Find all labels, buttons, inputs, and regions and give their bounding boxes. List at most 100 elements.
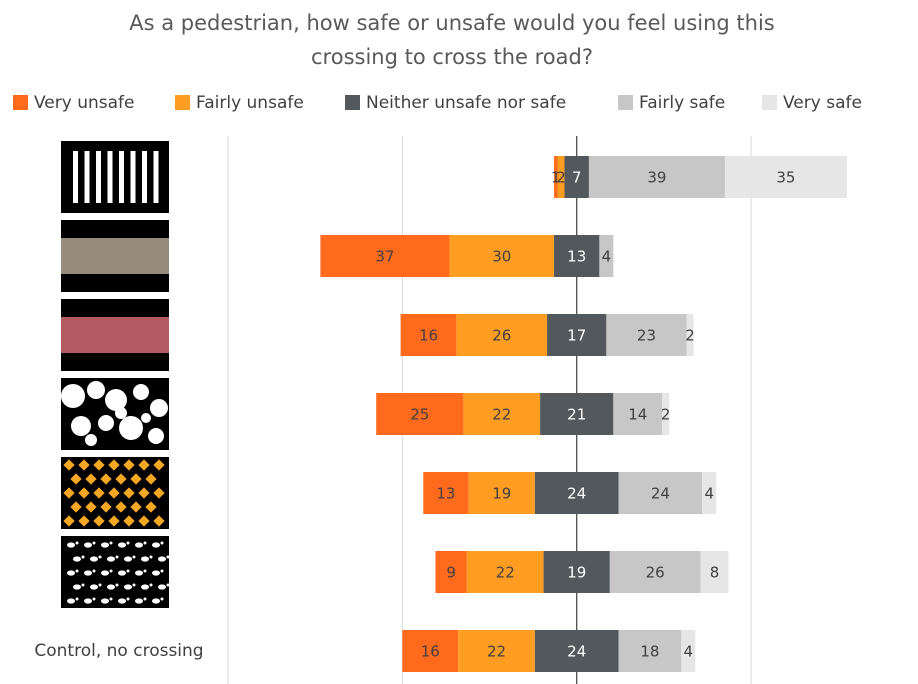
icon-print [141,584,149,589]
icon-stripe [119,151,124,203]
legend-label: Fairly unsafe [196,93,304,113]
value-label: 17 [567,327,586,345]
icon-print [67,598,75,603]
icon-print [99,584,102,587]
value-label: 35 [776,169,795,187]
icon-print [84,570,92,575]
value-label: 23 [637,327,656,345]
icon-stripe [142,151,147,203]
value-label: 18 [640,643,659,661]
icon-blob [61,384,85,408]
icon-blob [150,399,168,417]
icon-print [110,598,113,601]
icon-print [141,556,149,561]
icon-print [73,584,81,589]
icon-print [150,556,153,559]
icon-print [144,570,147,573]
icon-print [90,556,98,561]
icon-print [67,542,75,547]
icon-print [118,542,126,547]
icon-print [161,598,164,601]
icon-band [61,238,169,274]
value-label: 9 [446,564,456,582]
chart: As a pedestrian, how safe or unsafe woul… [0,0,918,684]
icon-print [90,584,98,589]
icon-print [110,570,113,573]
icon-print [101,598,109,603]
crossing-icon [61,220,169,292]
icon-blob [148,428,164,444]
icon-stripe [73,151,78,203]
value-label: 19 [567,564,586,582]
value-label: 13 [567,248,586,266]
value-label: 19 [492,485,511,503]
icon-print [76,598,79,601]
icon-print [158,556,166,561]
icon-print [76,570,79,573]
icon-print [152,570,160,575]
icon-print [67,570,75,575]
icon-print [161,570,164,573]
icon-print [144,598,147,601]
icon-print [124,584,132,589]
crossing-icon [61,536,170,608]
icon-blob [71,416,91,436]
icon-print [135,570,143,575]
value-label: 37 [375,248,394,266]
legend-swatch [618,95,633,110]
icon-print [84,542,92,547]
icon-print [124,556,132,561]
icon-print [93,598,96,601]
icon-stripe [131,151,136,203]
icon-print [107,584,115,589]
icon-band [61,317,169,353]
icon-print [133,556,136,559]
value-label: 26 [492,327,511,345]
value-label: 8 [710,564,720,582]
legend-label: Very safe [783,93,862,113]
legend-swatch [345,95,360,110]
icon-print [167,584,170,587]
value-label: 13 [436,485,455,503]
value-label: 22 [487,643,506,661]
icon-blob [115,407,127,419]
icon-print [101,542,109,547]
icon-print [107,556,115,561]
icon-print [152,598,160,603]
icon-blob [87,381,105,399]
icon-print [150,584,153,587]
crossing-icon [61,457,169,529]
icon-print [93,542,96,545]
legend-label: Very unsafe [34,93,135,113]
icon-stripe [96,151,101,203]
icon-print [76,542,79,545]
value-label: 4 [684,643,694,661]
crossing-icon [61,378,169,450]
value-label: 24 [567,643,586,661]
icon-print [110,542,113,545]
crossing-icon [61,141,169,213]
legend-label: Neither unsafe nor safe [366,93,566,113]
icon-print [152,542,160,547]
icon-print [116,556,119,559]
icon-blob [98,415,114,431]
icon-print [144,542,147,545]
legend-swatch [762,95,777,110]
icon-print [135,598,143,603]
value-label: 30 [492,248,511,266]
value-label: 14 [628,406,647,424]
value-label: 24 [567,485,586,503]
icon-print [158,584,166,589]
icon-print [127,598,130,601]
value-label: 2 [661,406,671,424]
legend-label: Fairly safe [639,93,725,113]
icon-stripe [154,151,159,203]
icon-print [133,584,136,587]
icon-print [82,584,85,587]
icon-print [101,570,109,575]
chart-title: As a pedestrian, how safe or unsafe woul… [129,11,774,35]
legend-swatch [175,95,190,110]
icon-print [127,542,130,545]
value-label: 39 [647,169,666,187]
icon-blob [141,413,151,423]
